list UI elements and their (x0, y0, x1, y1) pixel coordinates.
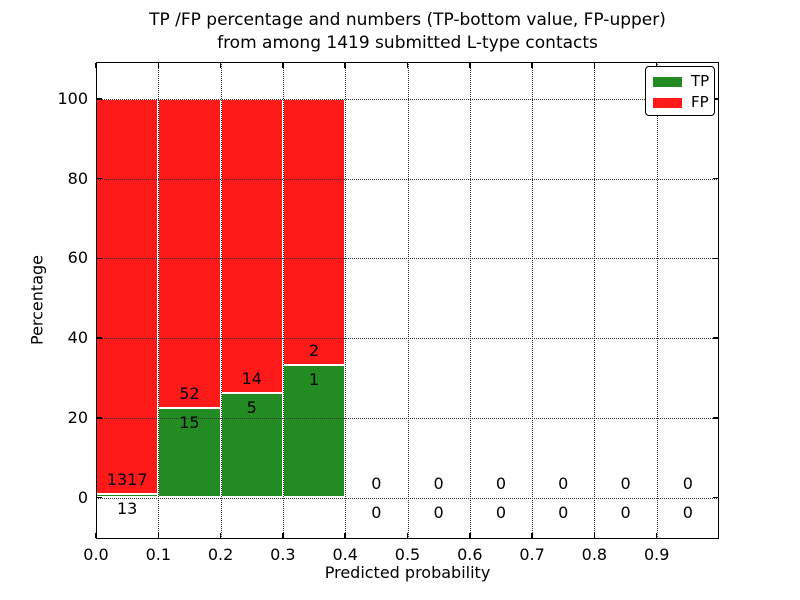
bar-segment-fp (158, 99, 221, 409)
x-tickmark-top (655, 63, 658, 68)
y-tickmark-left (97, 496, 102, 499)
y-tick-label: 80 (67, 168, 88, 188)
x-tick-label: 0.5 (394, 545, 421, 564)
x-tick-label: 0.4 (332, 545, 358, 564)
x-tickmark-bottom (219, 533, 222, 538)
chart-title-line2: from among 1419 submitted L-type contact… (217, 33, 598, 53)
fp-count-label: 0 (558, 473, 569, 493)
x-axis-label: Predicted probability (324, 563, 491, 582)
x-tick-label: 0.3 (270, 545, 296, 564)
x-gridline (220, 62, 222, 539)
x-tickmark-top (219, 63, 222, 68)
x-tickmark-bottom (655, 533, 658, 538)
y-tickmark-right (713, 257, 718, 260)
x-tickmark-top (95, 63, 97, 68)
x-tick-label: 0.8 (581, 545, 608, 564)
y-tick-label: 0 (77, 487, 88, 507)
x-tickmark-bottom (593, 533, 596, 538)
tp-count-label: 0 (433, 502, 444, 522)
fp-count-label: 0 (682, 473, 693, 493)
x-gridline (282, 62, 284, 539)
legend-item-fp: FP (646, 92, 714, 113)
fp-count-label: 0 (371, 473, 382, 493)
x-tickmark-top (406, 63, 409, 68)
x-gridline (594, 62, 596, 539)
y-tick-label: 60 (67, 248, 88, 268)
y-tick-label: 20 (67, 407, 88, 427)
bar-segment-tp (158, 408, 221, 498)
x-tickmark-top (282, 63, 284, 68)
tp-count-label: 13 (116, 498, 138, 518)
x-gridline (469, 62, 471, 539)
bar-segment-tp (282, 364, 346, 498)
x-tick-label: 0.9 (643, 545, 670, 564)
fp-count-label: 2 (308, 340, 320, 360)
bar-segment-tp (220, 392, 283, 498)
y-axis-label: Percentage (27, 254, 47, 346)
x-tickmark-bottom (344, 533, 346, 538)
y-tickmark-left (97, 417, 102, 419)
x-tickmark-bottom (282, 533, 284, 538)
x-tickmark-top (157, 63, 160, 68)
x-tick-label: 0.0 (83, 545, 109, 564)
fp-count-label: 0 (620, 473, 631, 493)
tp-count-label: 0 (495, 502, 507, 522)
x-tickmark-bottom (469, 533, 471, 538)
y-tickmark-right (713, 337, 718, 339)
legend-swatch-tp (653, 76, 682, 87)
y-tick-label: 100 (57, 89, 88, 108)
legend-swatch-fp (653, 97, 682, 108)
x-gridline (532, 62, 534, 539)
y-tickmark-right (713, 417, 718, 419)
y-tick-label: 40 (67, 328, 88, 348)
y-tickmark-left (97, 257, 102, 260)
chart-title: TP /FP percentage and numbers (TP-bottom… (96, 9, 719, 55)
fp-count-label: 14 (241, 368, 262, 388)
y-tickmark-right (713, 177, 718, 180)
legend-label-tp: TP (691, 72, 710, 90)
fp-count-label: 0 (433, 473, 444, 493)
fp-count-label: 1317 (106, 469, 148, 489)
tp-count-label: 0 (620, 502, 631, 522)
x-tick-label: 0.1 (145, 545, 172, 564)
x-gridline (656, 62, 658, 539)
fp-count-label: 0 (495, 473, 507, 493)
chart-title-line1: TP /FP percentage and numbers (TP-bottom… (149, 10, 666, 30)
legend: TP FP (645, 66, 715, 116)
y-tickmark-left (97, 177, 102, 180)
x-tickmark-top (593, 63, 596, 68)
x-gridline (158, 62, 160, 539)
y-tickmark-left (97, 98, 102, 100)
tp-count-label: 0 (371, 502, 382, 522)
y-tickmark-right (713, 98, 718, 100)
y-tickmark-right (713, 496, 718, 499)
tp-count-label: 0 (682, 502, 693, 522)
y-tickmark-left (97, 337, 102, 339)
x-tickmark-bottom (95, 533, 97, 538)
x-tickmark-bottom (157, 533, 160, 538)
fp-count-label: 52 (179, 384, 200, 404)
bar-segment-fp (282, 99, 346, 365)
x-tickmark-top (469, 63, 471, 68)
x-tickmark-bottom (406, 533, 409, 538)
tp-count-label: 15 (179, 413, 200, 433)
x-tick-label: 0.2 (207, 545, 234, 564)
tp-count-label: 1 (308, 369, 320, 389)
tp-count-label: 5 (246, 397, 257, 417)
x-tickmark-top (531, 63, 533, 68)
tp-count-label: 0 (558, 502, 569, 522)
legend-item-tp: TP (646, 71, 714, 92)
x-gridline (407, 62, 409, 539)
legend-label-fp: FP (691, 93, 709, 111)
x-tick-label: 0.7 (519, 545, 545, 564)
x-tickmark-top (344, 63, 346, 68)
x-tickmark-bottom (531, 533, 533, 538)
bar-segment-fp (220, 99, 283, 393)
bar-segment-fp (96, 99, 159, 494)
x-gridline (345, 62, 347, 539)
x-tick-label: 0.6 (457, 545, 483, 564)
